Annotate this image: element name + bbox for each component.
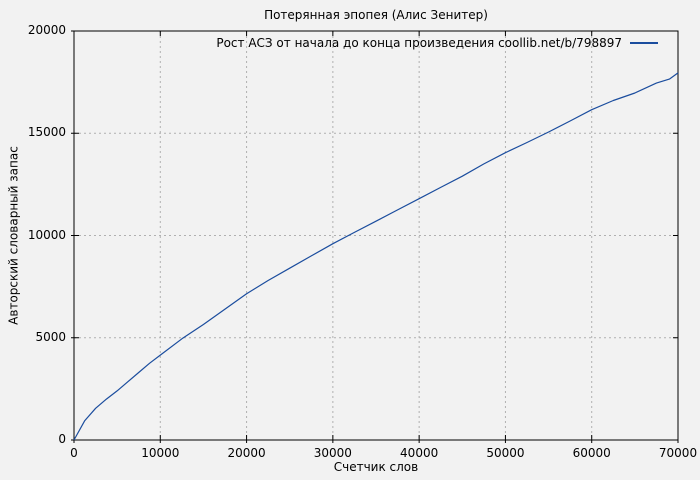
data-line [73,72,679,441]
x-tick-label: 10000 [141,446,180,460]
x-tick-label: 0 [70,446,78,460]
x-tick-label: 70000 [658,446,698,460]
chart-title: Потерянная эпопея (Алис Зенитер) [264,8,488,22]
y-tick-label: 20000 [27,23,66,37]
legend-label: Рост АСЗ от начала до конца произведения… [216,36,622,50]
x-tick-label: 40000 [400,446,439,460]
y-tick-label: 0 [58,432,66,446]
y-tick-label: 15000 [27,125,66,140]
x-tick-label: 50000 [486,446,525,460]
x-tick-label: 20000 [227,446,266,460]
x-tick-label: 30000 [313,446,352,460]
x-axis-label: Счетчик слов [333,460,419,474]
y-tick-label: 5000 [35,329,66,344]
legend-line-sample [630,42,658,44]
x-tick-label: 60000 [572,446,611,460]
y-tick-label: 10000 [27,227,66,242]
legend: Рост АСЗ от начала до конца произведения… [216,36,658,50]
